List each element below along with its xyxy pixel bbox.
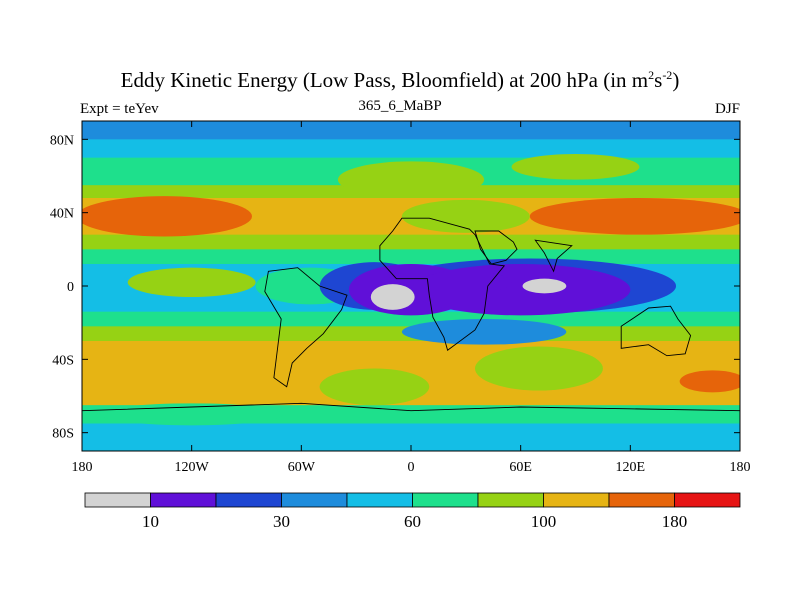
colorbar-swatch-8 <box>608 492 675 508</box>
blob-equatorial-west-warm <box>127 267 256 298</box>
y-tick-label: 40S <box>52 353 74 368</box>
center-string: 365_6_MaBP <box>358 98 442 114</box>
coastline-africa <box>379 217 506 351</box>
colorbar: 10 30 60 100 180 <box>84 492 741 531</box>
blob-north-jet-west <box>82 196 252 237</box>
coastlines <box>82 217 740 451</box>
blob-north-green-central <box>337 161 485 199</box>
blob-north-green-east <box>511 154 640 180</box>
colorbar-swatch-0 <box>84 492 151 508</box>
colorbar-swatch-7 <box>543 492 610 508</box>
blob-south-orange-east <box>679 370 740 393</box>
y-tick-label: 40N <box>50 207 74 222</box>
colorbar-label: 180 <box>662 512 688 531</box>
colorbar-label: 100 <box>531 512 557 531</box>
coastline-south-america <box>264 267 348 388</box>
x-tick-label: 60W <box>288 460 316 475</box>
coastline-india <box>534 239 573 273</box>
coastline-antarctica-edge <box>82 402 740 451</box>
y-tick-label: 80S <box>52 427 74 442</box>
band-north-tropics <box>82 249 740 265</box>
band-north-high <box>82 139 740 159</box>
colorbar-label: 30 <box>273 512 290 531</box>
colorbar-label: 60 <box>404 512 421 531</box>
coastline-arabia <box>474 230 518 265</box>
x-tick-label: 180 <box>730 460 751 475</box>
blob-south-green-central <box>319 368 430 406</box>
colorbar-swatch-2 <box>215 492 282 508</box>
blob-equatorial-min-link <box>420 271 512 294</box>
colorbar-swatch-6 <box>477 492 544 508</box>
chart-title: Eddy Kinetic Energy (Low Pass, Bloomfiel… <box>120 68 680 92</box>
band-polar-north <box>82 121 740 140</box>
blob-minimum-east <box>522 278 567 294</box>
x-tick-label: 0 <box>408 460 415 475</box>
blob-south-green-east <box>474 346 603 391</box>
left-string: Expt = teYev <box>80 101 159 117</box>
colorbar-swatch-4 <box>346 492 413 508</box>
y-tick-label: 80N <box>50 133 74 148</box>
colorbar-swatch-1 <box>150 492 217 508</box>
colorbar-swatch-9 <box>674 492 741 508</box>
colorbar-swatch-3 <box>281 492 348 508</box>
blob-south-blue-tongue <box>401 319 567 345</box>
map-axes: 180 120W 60W 0 60E 120E 180 80N 40N 0 40S 80S <box>50 121 751 475</box>
band-north-transition <box>82 234 740 250</box>
x-tick-label: 60E <box>509 460 532 475</box>
blob-north-jet-east <box>529 198 740 235</box>
y-tick-label: 0 <box>67 280 74 295</box>
coastline-australia <box>620 305 692 357</box>
colorbar-swatch-5 <box>412 492 479 508</box>
x-tick-label: 120W <box>175 460 210 475</box>
colorbar-label: 10 <box>142 512 159 531</box>
band-south-tropics <box>82 311 740 327</box>
right-string: DJF <box>714 101 740 117</box>
x-tick-label: 180 <box>72 460 93 475</box>
x-tick-label: 120E <box>616 460 646 475</box>
blob-minimum-west <box>370 284 415 310</box>
blob-north-jet-gap <box>401 199 530 233</box>
contour-field <box>82 121 740 451</box>
